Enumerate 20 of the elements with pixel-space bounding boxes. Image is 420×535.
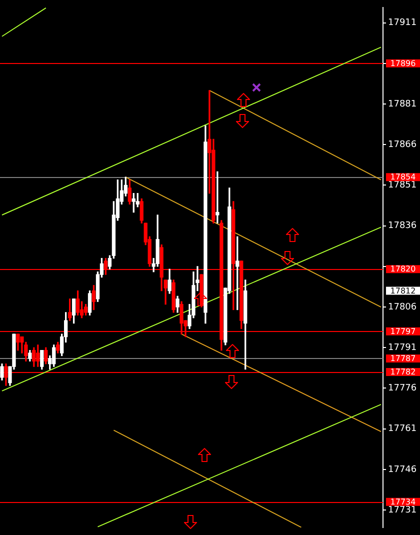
y-tick-label: 17791 <box>388 342 417 353</box>
y-tick-label: 17836 <box>388 221 417 232</box>
y-tick-label: 17731 <box>388 505 417 516</box>
ref-line-label: 17782 <box>390 368 416 377</box>
y-tick-label: 17851 <box>388 180 417 191</box>
ref-line-label: 17787 <box>390 354 416 364</box>
ref-line-label: 17797 <box>390 326 416 336</box>
ref-line-label: 17734 <box>390 497 416 506</box>
y-tick-label: 17776 <box>388 384 417 394</box>
ref-line-label: 17854 <box>390 172 416 182</box>
y-tick-label: 17881 <box>388 99 417 110</box>
ref-line-label: 17896 <box>390 59 416 68</box>
y-tick-label: 17746 <box>388 464 417 475</box>
candlestick <box>216 171 220 224</box>
y-tick-label: 17866 <box>388 140 417 150</box>
text: 17812 <box>390 286 416 296</box>
y-tick-label: 17806 <box>388 302 417 312</box>
y-tick-label: 17911 <box>388 18 417 28</box>
ref-line-label: 17820 <box>390 264 416 274</box>
y-tick-label: 17761 <box>388 424 417 434</box>
